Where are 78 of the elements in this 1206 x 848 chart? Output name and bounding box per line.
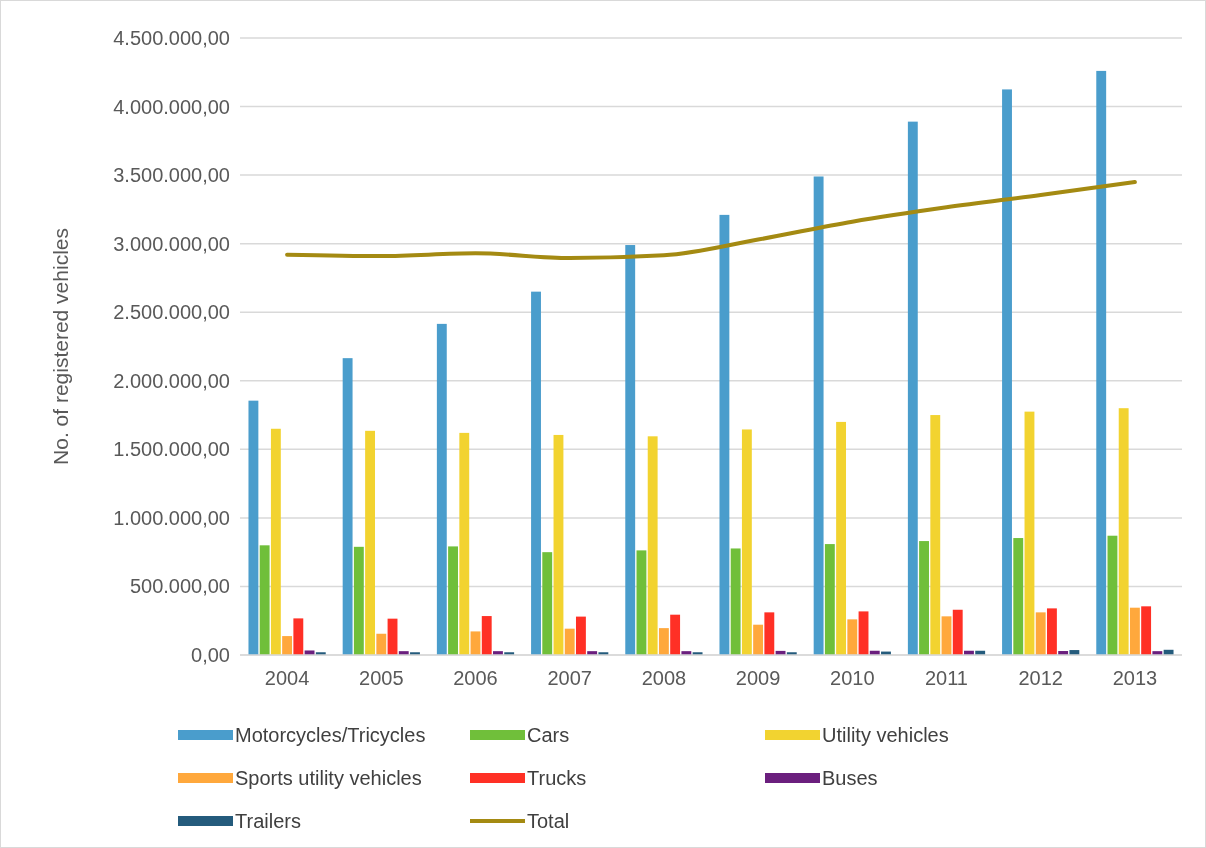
- legend-label: Utility vehicles: [822, 724, 949, 746]
- y-tick-label: 1.500.000,00: [113, 438, 230, 461]
- bar: [670, 614, 681, 655]
- y-tick-label: 500.000,00: [129, 575, 230, 598]
- bar: [625, 245, 636, 655]
- x-tick-label: 2009: [735, 667, 781, 689]
- bar: [753, 624, 764, 655]
- x-tick-label: 2013: [1112, 667, 1158, 689]
- x-tick-label: 2004: [264, 667, 310, 689]
- bar: [248, 400, 259, 655]
- bar: [930, 415, 941, 655]
- legend-label: Motorcycles/Tricycles: [235, 724, 426, 746]
- bar: [1107, 535, 1118, 655]
- bar: [353, 546, 364, 655]
- bar: [1046, 608, 1057, 655]
- x-tick-label: 2005: [359, 667, 404, 689]
- x-tick-label: 2010: [830, 667, 875, 689]
- bar: [858, 611, 869, 655]
- x-tick-label: 2011: [924, 667, 969, 689]
- line-series: [285, 179, 1137, 261]
- bar: [293, 618, 304, 655]
- bar: [847, 619, 858, 655]
- bar: [542, 552, 553, 655]
- bar: [941, 616, 952, 655]
- y-tick-label: 4.500.000,00: [113, 27, 230, 49]
- bar: [481, 616, 492, 655]
- bar: [270, 428, 281, 655]
- bar: [1024, 411, 1035, 655]
- bar: [575, 616, 586, 655]
- bar: [1035, 612, 1046, 655]
- bar: [282, 636, 293, 655]
- bar: [952, 609, 963, 655]
- bar: [1118, 408, 1129, 655]
- x-tick-label: 2007: [547, 667, 592, 689]
- bar: [1129, 607, 1140, 655]
- y-tick-label: 2.500.000,00: [113, 301, 230, 324]
- bar: [730, 548, 741, 655]
- bar: [658, 628, 669, 655]
- bar: [1096, 70, 1107, 655]
- bar: [365, 430, 376, 655]
- bar: [436, 323, 447, 655]
- legend-label: Sports utility vehicles: [235, 767, 422, 789]
- y-tick-label: 3.500.000,00: [113, 164, 230, 187]
- bar: [448, 546, 458, 655]
- legend-label: Buses: [822, 767, 878, 789]
- y-tick-label: 1.000.000,00: [113, 506, 230, 529]
- bar: [719, 214, 730, 655]
- y-tick-label: 0,00: [191, 644, 230, 666]
- bar: [1141, 606, 1152, 655]
- bar: [741, 429, 752, 655]
- bar: [824, 544, 835, 655]
- legend-label: Total: [527, 810, 570, 832]
- bar: [836, 421, 847, 655]
- x-tick-label: 2006: [453, 667, 498, 689]
- x-tick-label: 2008: [641, 667, 687, 689]
- y-axis-title: No. of registered vehicles: [49, 228, 72, 465]
- bar: [764, 612, 775, 655]
- bar: [259, 545, 270, 655]
- y-tick-label: 4.000.000,00: [113, 95, 230, 118]
- x-tick-label: 2012: [1018, 667, 1063, 689]
- y-tick-label: 2.000.000,00: [113, 369, 230, 392]
- bar: [907, 121, 918, 655]
- bar: [564, 628, 575, 655]
- legend-label: Trailers: [235, 810, 301, 832]
- bar: [553, 434, 564, 655]
- bar: [919, 541, 929, 655]
- bar: [376, 633, 387, 655]
- bar: [459, 432, 470, 655]
- bar: [1013, 538, 1024, 655]
- bar: [342, 358, 353, 655]
- bar: [1002, 89, 1012, 655]
- legend-label: Trucks: [527, 767, 587, 789]
- bar: [636, 550, 647, 655]
- bar: [647, 436, 658, 655]
- y-tick-label: 3.000.000,00: [113, 232, 230, 255]
- legend-label: Cars: [527, 724, 570, 746]
- bar: [813, 176, 824, 655]
- bar: [531, 291, 541, 655]
